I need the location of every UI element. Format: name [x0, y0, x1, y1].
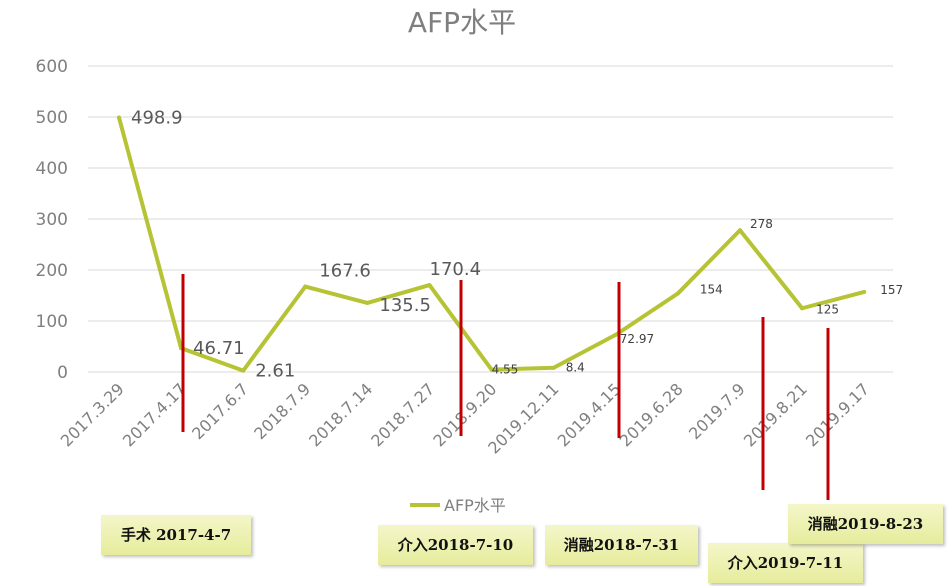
- y-tick-label: 500: [36, 108, 68, 128]
- data-point: [303, 284, 308, 289]
- data-point: [241, 368, 246, 373]
- data-label: 125: [816, 302, 839, 316]
- legend: AFP水平: [410, 496, 506, 515]
- x-tick-label: 2018.7.14: [305, 379, 376, 450]
- data-point: [427, 283, 432, 288]
- data-point: [551, 365, 556, 370]
- x-axis-ticks: 2017.3.292017.4.172017.6.72018.7.92018.7…: [57, 379, 873, 457]
- legend-label: AFP水平: [444, 496, 506, 515]
- y-axis-ticks: 0 100 200 300 400 500 600: [36, 57, 68, 383]
- data-label: 498.9: [131, 108, 183, 129]
- data-label: 135.5: [379, 295, 431, 316]
- data-label: 72.97: [620, 332, 654, 346]
- data-point: [117, 115, 121, 120]
- annotation-surgery: 手术 2017-4-7: [101, 515, 251, 555]
- data-point: [365, 300, 370, 305]
- data-label: 46.71: [193, 338, 245, 359]
- x-tick-label: 2018.7.27: [367, 379, 438, 450]
- data-label: 170.4: [430, 259, 482, 280]
- x-tick-label: 2017.6.7: [188, 379, 252, 443]
- data-label: 157: [880, 283, 903, 297]
- data-label: 278: [750, 217, 773, 231]
- x-tick-label: 2019.7.9: [685, 379, 749, 443]
- x-tick-label: 2019.6.28: [616, 379, 687, 450]
- annotation-intervention-2019: 介入2019-7-11: [708, 543, 863, 583]
- x-tick-label: 2019.9.17: [802, 379, 873, 450]
- data-label: 8.4: [566, 361, 585, 375]
- data-point: [489, 367, 494, 372]
- series-afp: [117, 115, 867, 373]
- data-point: [738, 228, 742, 233]
- data-labels: 498.9 46.71 2.61 167.6 135.5 170.4 4.55 8.4 72.9…: [131, 108, 903, 382]
- x-tick-label: 2017.3.29: [57, 379, 128, 450]
- data-point: [862, 289, 867, 294]
- x-tick-label: 2019.4.15: [554, 379, 625, 450]
- data-point: [675, 291, 680, 296]
- y-tick-label: 100: [36, 312, 68, 332]
- data-label: 167.6: [319, 261, 371, 282]
- data-point: [800, 306, 805, 311]
- y-tick-label: 400: [36, 159, 68, 179]
- series-line: [117, 117, 865, 373]
- data-label: 2.61: [255, 361, 295, 382]
- y-tick-label: 300: [36, 210, 68, 230]
- y-tick-label: 600: [36, 57, 68, 77]
- x-tick-label: 2019.8.21: [740, 379, 811, 450]
- data-point: [613, 332, 618, 337]
- data-label: 4.55: [492, 363, 519, 377]
- grid-lines: [88, 65, 893, 373]
- chart-title: AFP水平: [408, 6, 516, 39]
- annotation-ablation-2018: 消融2018-7-31: [545, 525, 698, 565]
- x-tick-label: 2018.7.9: [250, 379, 314, 443]
- event-markers: [181, 274, 830, 500]
- annotation-ablation-2019: 消融2019-8-23: [788, 504, 943, 544]
- data-label: 154: [700, 282, 723, 296]
- y-tick-label: 0: [57, 363, 68, 383]
- y-tick-label: 200: [36, 261, 68, 281]
- annotation-intervention-2018: 介入2018-7-10: [378, 525, 533, 565]
- x-tick-label: 2017.4.17: [119, 379, 190, 450]
